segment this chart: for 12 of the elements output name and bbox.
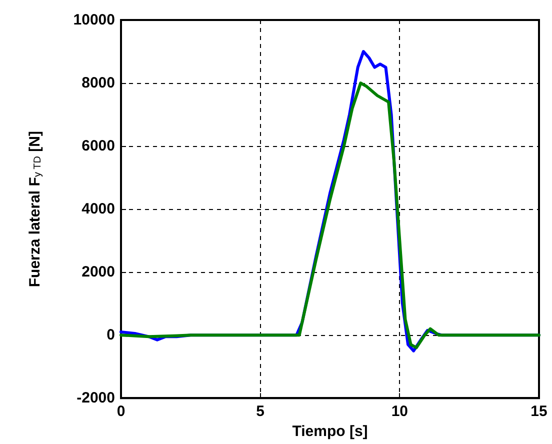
x-tick-label: 15 [530, 403, 548, 420]
x-tick-label: 5 [256, 403, 265, 420]
x-axis-title: Tiempo [s] [292, 423, 368, 440]
y-tick-label: 6000 [82, 138, 115, 155]
y-tick-label: 0 [106, 326, 115, 344]
y-tick-label: 2000 [82, 264, 115, 281]
y-tick-label: -2000 [76, 390, 115, 407]
y-tick-label: 4000 [82, 200, 115, 218]
y-tick-label: 10000 [73, 12, 115, 28]
x-tick-label: 10 [391, 403, 408, 420]
y-axis-title: Fuerza lateral Fy TD [N] [26, 130, 44, 288]
y-tick-label: 8000 [82, 74, 115, 92]
